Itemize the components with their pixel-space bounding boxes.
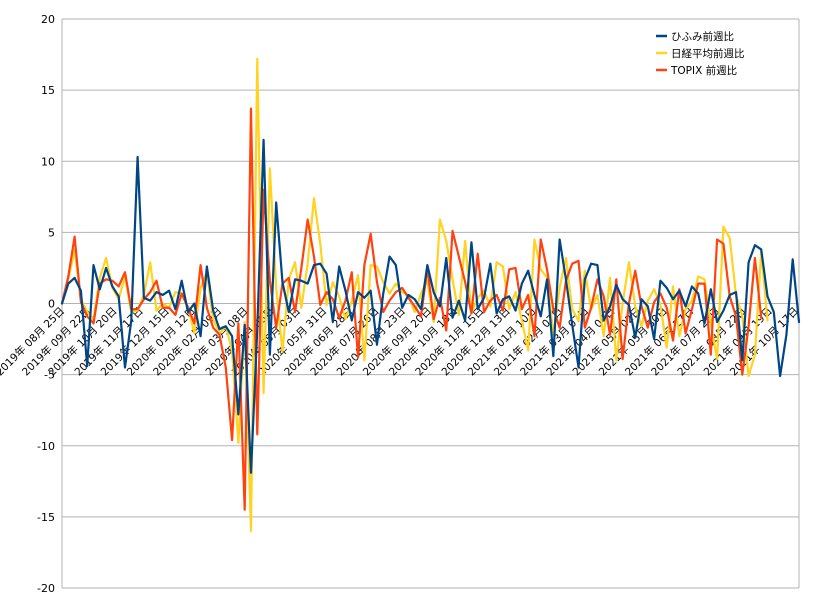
y-axis-ticks: -20 -15 -10 -5 0 5 10 15 20 <box>37 13 55 595</box>
y-tick-label: 0 <box>48 298 55 311</box>
y-tick-label: 10 <box>41 155 55 168</box>
series-line-0 <box>60 138 801 474</box>
legend-label-0: ひふみ前週比 <box>671 30 734 43</box>
y-tick-label: -20 <box>37 582 55 595</box>
y-tick-label: 20 <box>41 13 55 26</box>
y-tick-label: 15 <box>41 84 55 97</box>
legend-label-2: TOPIX 前週比 <box>670 64 737 77</box>
legend-label-1: 日経平均前週比 <box>671 47 745 60</box>
y-tick-label: -15 <box>37 511 55 524</box>
y-tick-label: -10 <box>37 440 55 453</box>
y-tick-label: -5 <box>44 369 55 382</box>
series-lines <box>60 57 801 533</box>
y-tick-label: 5 <box>48 226 55 239</box>
series-line-2 <box>60 107 763 511</box>
